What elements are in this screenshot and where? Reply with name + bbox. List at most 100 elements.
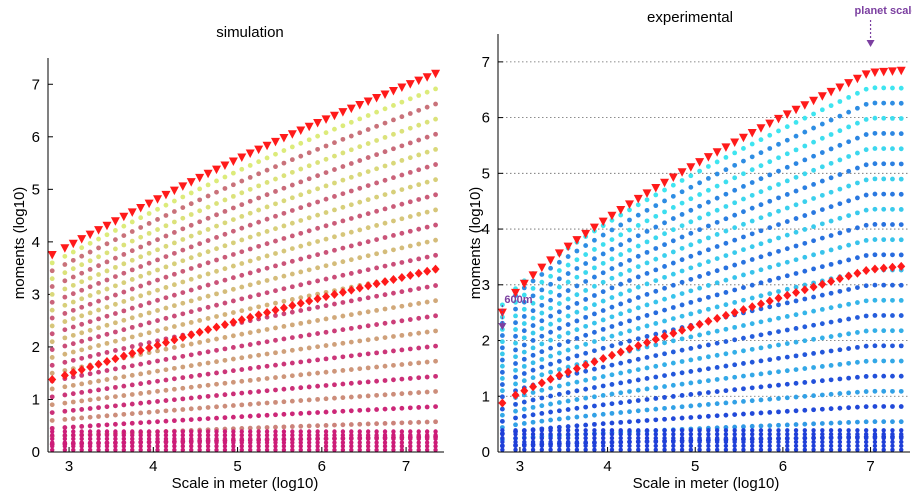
data-point: [635, 233, 641, 239]
data-point: [357, 324, 363, 330]
data-point: [618, 400, 624, 406]
data-point: [391, 362, 396, 368]
data-point: [222, 174, 228, 180]
data-point: [399, 405, 405, 411]
data-point: [247, 330, 253, 336]
data-point: [239, 190, 245, 196]
data-point: [521, 335, 527, 341]
data-point: [521, 356, 527, 362]
data-point: [281, 336, 287, 342]
data-point: [819, 135, 825, 141]
data-point: [705, 175, 711, 181]
data-point: [837, 303, 843, 309]
data-point: [863, 147, 869, 153]
data-point: [239, 440, 244, 445]
data-point: [96, 254, 101, 260]
data-point: [155, 358, 160, 364]
data-point: [688, 369, 694, 374]
data-point: [653, 331, 659, 337]
data-point: [574, 309, 580, 315]
data-point: [399, 332, 405, 338]
data-point: [688, 443, 694, 449]
diamond-marker: [204, 325, 213, 335]
data-point: [811, 421, 816, 427]
data-point: [113, 292, 118, 298]
data-point: [239, 436, 244, 442]
data-point: [256, 364, 262, 370]
data-point: [662, 435, 667, 441]
data-point: [872, 439, 878, 445]
data-point: [247, 198, 253, 204]
data-point: [197, 263, 203, 269]
y-tick-label-0: 0: [482, 444, 490, 461]
max-moment-marker: [127, 208, 137, 217]
data-point: [592, 403, 597, 409]
data-point: [256, 440, 261, 445]
data-point: [374, 138, 379, 143]
data-point: [530, 447, 536, 452]
data-point: [662, 395, 667, 400]
max-moment-marker: [195, 173, 205, 183]
data-point: [872, 115, 878, 121]
data-point: [171, 376, 177, 382]
data-point: [382, 378, 388, 383]
data-point: [79, 330, 85, 336]
data-point: [214, 447, 219, 453]
data-point: [129, 382, 135, 388]
data-point: [548, 353, 553, 359]
data-point: [828, 305, 834, 311]
data-point: [230, 252, 236, 257]
data-point: [662, 187, 667, 193]
data-point: [653, 321, 659, 326]
data-point: [391, 377, 396, 383]
data-point: [828, 443, 834, 449]
data-point: [273, 432, 278, 438]
data-point: [600, 402, 606, 408]
data-point: [670, 405, 676, 410]
data-point: [758, 443, 764, 449]
data-point: [793, 257, 799, 263]
data-point: [247, 413, 253, 419]
diamond-marker: [263, 308, 272, 318]
data-point: [129, 277, 135, 282]
data-point: [163, 418, 169, 424]
diamond-marker: [288, 301, 297, 311]
data-point: [767, 443, 772, 449]
data-point: [79, 372, 85, 378]
data-point: [767, 396, 773, 402]
data-point: [784, 408, 790, 414]
data-point: [539, 418, 545, 424]
experimental-y-axis-label: moments (log10): [467, 187, 484, 300]
data-point: [129, 305, 135, 311]
data-point: [79, 432, 84, 438]
data-point: [679, 359, 685, 364]
data-point: [62, 278, 68, 284]
data-point: [644, 218, 650, 224]
data-point: [705, 342, 711, 348]
data-point: [189, 444, 194, 449]
data-point: [802, 380, 808, 385]
data-point: [644, 270, 650, 276]
data-point: [513, 306, 518, 312]
data-point: [697, 297, 703, 303]
data-point: [802, 171, 808, 177]
data-point: [96, 298, 101, 304]
data-point: [811, 447, 816, 452]
data-point: [62, 286, 68, 292]
data-point: [222, 415, 228, 421]
data-point: [776, 141, 781, 147]
data-point: [671, 435, 676, 441]
data-point: [662, 318, 667, 324]
data-point: [767, 439, 772, 445]
max-moment-marker: [712, 148, 722, 157]
data-point: [163, 357, 169, 362]
data-point: [662, 253, 667, 258]
data-point: [171, 271, 177, 277]
data-point: [583, 243, 589, 248]
data-point: [653, 267, 659, 273]
data-point: [298, 440, 303, 445]
data-point: [71, 429, 76, 434]
data-point: [197, 440, 202, 445]
data-point: [289, 347, 295, 353]
data-point: [222, 346, 228, 352]
